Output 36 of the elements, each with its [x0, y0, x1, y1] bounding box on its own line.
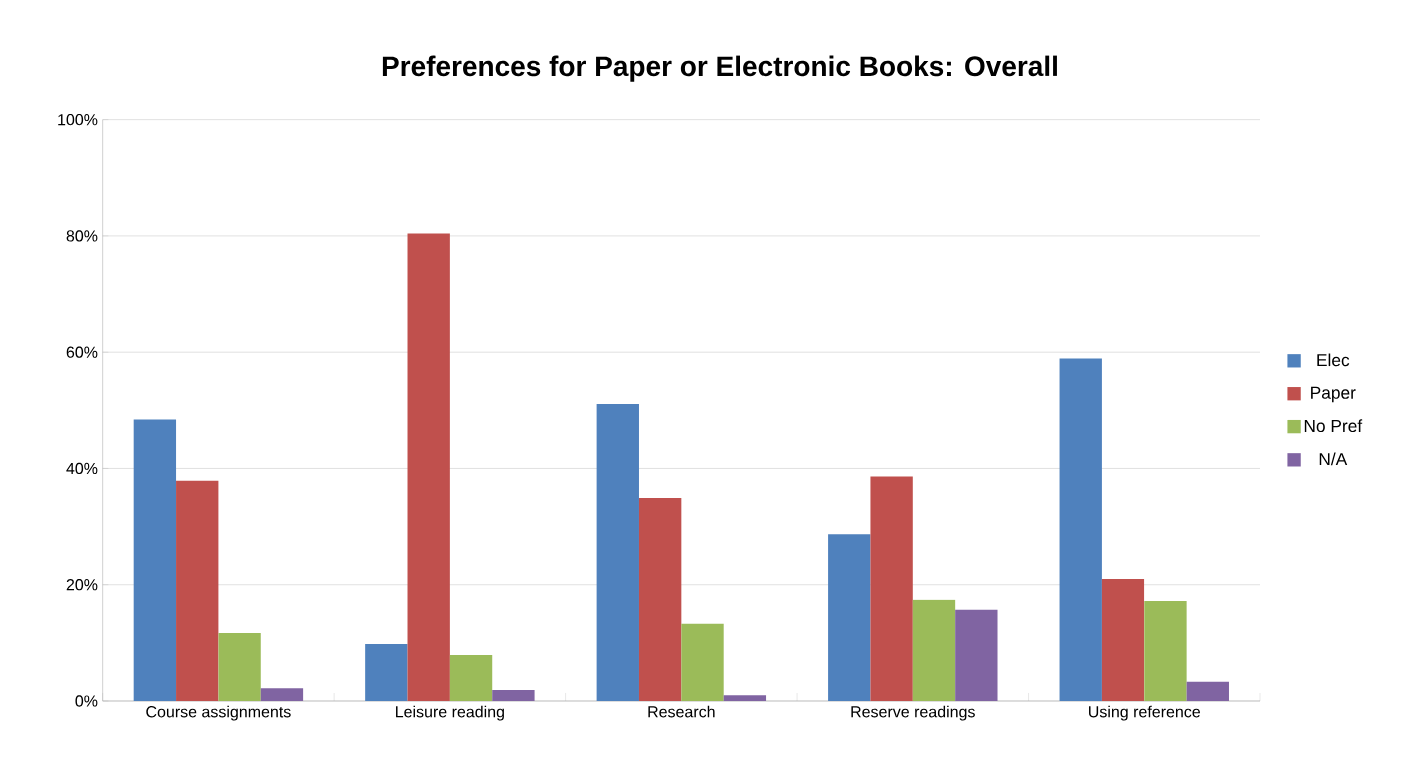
y-tick-label: 40%	[66, 462, 98, 475]
bar	[1059, 358, 1102, 701]
bar	[1186, 681, 1229, 701]
legend-label: Paper	[1311, 386, 1356, 403]
bar	[176, 480, 219, 701]
x-tick-label: Research	[648, 705, 715, 718]
legend-label: N/A	[1319, 452, 1348, 466]
x-tick-label: Leisure reading	[396, 705, 504, 721]
bar	[1101, 578, 1145, 701]
bar	[407, 233, 450, 701]
y-tick-label: 80%	[66, 230, 98, 242]
x-tick-label: Course assignments	[146, 705, 291, 721]
y-tick-label: 0%	[75, 695, 98, 707]
bar	[955, 609, 998, 701]
legend-label: No Pref	[1304, 419, 1363, 433]
y-tick-label: 20%	[66, 579, 98, 591]
x-tick-label: Reserve readings	[851, 705, 975, 721]
bar	[638, 498, 682, 701]
bar	[492, 689, 535, 701]
bar	[218, 632, 261, 701]
bar	[365, 644, 408, 701]
bar	[449, 655, 493, 701]
bar	[1144, 600, 1187, 701]
bar	[681, 623, 724, 701]
y-tick-label: 60%	[66, 346, 98, 358]
bar	[870, 476, 913, 701]
bar	[828, 534, 871, 701]
legend-label: Elec	[1317, 353, 1350, 367]
bar	[260, 688, 304, 701]
bar	[912, 599, 956, 701]
y-tick-label: 100%	[58, 113, 98, 126]
x-tick-label: Using reference	[1089, 705, 1200, 721]
chart-title: Preferences for Paper or Electronic Books: Overall	[382, 55, 1057, 82]
bar	[723, 695, 767, 701]
bar	[596, 403, 639, 701]
bar	[133, 419, 177, 701]
